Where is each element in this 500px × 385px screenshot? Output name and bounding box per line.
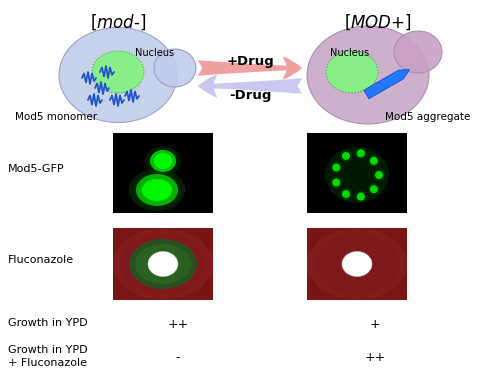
Text: Resistant: Resistant bbox=[331, 288, 383, 298]
Ellipse shape bbox=[307, 228, 407, 300]
Ellipse shape bbox=[135, 244, 191, 284]
Text: ++: ++ bbox=[168, 318, 188, 331]
Ellipse shape bbox=[375, 171, 383, 179]
Ellipse shape bbox=[340, 150, 352, 162]
Ellipse shape bbox=[120, 233, 206, 295]
Text: Diffusion: Diffusion bbox=[138, 201, 188, 211]
Text: Foci: Foci bbox=[346, 201, 368, 211]
Text: [$\it{mod}$-]: [$\it{mod}$-] bbox=[90, 12, 146, 32]
Ellipse shape bbox=[342, 190, 350, 198]
Bar bbox=[113, 228, 213, 300]
Text: +Drug: +Drug bbox=[226, 55, 274, 68]
Ellipse shape bbox=[332, 164, 340, 171]
Ellipse shape bbox=[154, 49, 196, 87]
Text: Sensitive: Sensitive bbox=[138, 288, 188, 298]
Polygon shape bbox=[364, 70, 410, 99]
Ellipse shape bbox=[325, 147, 389, 203]
Ellipse shape bbox=[368, 155, 380, 167]
Ellipse shape bbox=[357, 192, 365, 201]
Text: Nucleus: Nucleus bbox=[330, 48, 369, 58]
Ellipse shape bbox=[330, 177, 342, 189]
Ellipse shape bbox=[314, 233, 400, 295]
Ellipse shape bbox=[145, 146, 181, 176]
Text: Mod5-GFP: Mod5-GFP bbox=[8, 164, 64, 174]
Bar bbox=[307, 228, 407, 300]
Text: Nucleus: Nucleus bbox=[135, 48, 174, 58]
Ellipse shape bbox=[394, 31, 442, 73]
Text: ++: ++ bbox=[364, 351, 386, 364]
Text: Mod5 monomer: Mod5 monomer bbox=[15, 112, 97, 122]
Text: Growth in YPD
+ Fluconazole: Growth in YPD + Fluconazole bbox=[8, 345, 87, 368]
Ellipse shape bbox=[342, 251, 372, 276]
Ellipse shape bbox=[373, 169, 385, 181]
Ellipse shape bbox=[330, 161, 342, 174]
Bar bbox=[113, 133, 213, 213]
Ellipse shape bbox=[148, 251, 178, 276]
Text: Fluconazole: Fluconazole bbox=[8, 255, 74, 265]
Ellipse shape bbox=[355, 191, 367, 203]
Text: -: - bbox=[176, 351, 180, 364]
Ellipse shape bbox=[368, 183, 380, 195]
Ellipse shape bbox=[59, 27, 177, 122]
Ellipse shape bbox=[113, 228, 213, 300]
Ellipse shape bbox=[370, 185, 378, 193]
Ellipse shape bbox=[136, 174, 178, 206]
Text: [$\it{MOD}$+]: [$\it{MOD}$+] bbox=[344, 12, 412, 32]
Ellipse shape bbox=[150, 150, 176, 172]
Ellipse shape bbox=[332, 179, 340, 186]
Bar bbox=[307, 133, 407, 213]
Text: Growth in YPD: Growth in YPD bbox=[8, 318, 87, 328]
Ellipse shape bbox=[142, 179, 172, 201]
Ellipse shape bbox=[326, 51, 378, 93]
Ellipse shape bbox=[370, 157, 378, 165]
Ellipse shape bbox=[92, 51, 144, 93]
Ellipse shape bbox=[307, 26, 429, 124]
Text: Mod5 aggregate: Mod5 aggregate bbox=[385, 112, 470, 122]
Ellipse shape bbox=[129, 239, 197, 289]
Ellipse shape bbox=[355, 147, 367, 159]
Ellipse shape bbox=[357, 149, 365, 157]
Ellipse shape bbox=[129, 169, 185, 211]
Text: -Drug: -Drug bbox=[229, 89, 271, 102]
Text: +: + bbox=[370, 318, 380, 331]
Ellipse shape bbox=[154, 153, 172, 169]
Ellipse shape bbox=[342, 152, 350, 160]
Ellipse shape bbox=[340, 188, 352, 200]
